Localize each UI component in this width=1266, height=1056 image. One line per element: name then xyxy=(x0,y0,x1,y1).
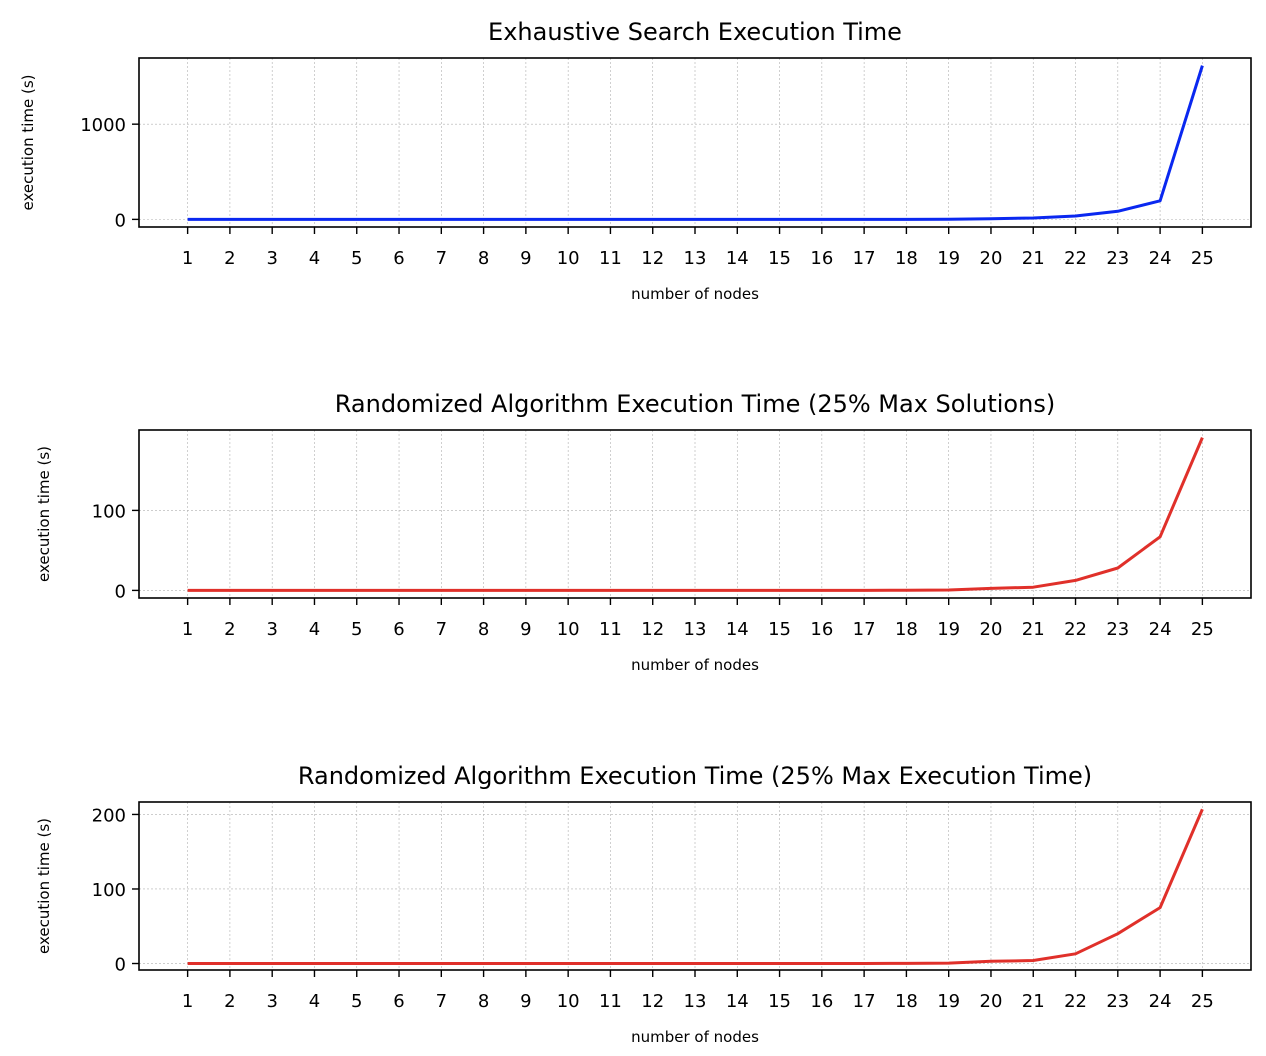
x-tick-label: 17 xyxy=(853,991,876,1012)
x-tick-label: 23 xyxy=(1106,619,1129,640)
y-tick-label: 0 xyxy=(115,581,126,602)
y-tick-label: 0 xyxy=(115,210,126,231)
x-tick-label: 20 xyxy=(980,248,1003,269)
x-tick-label: 21 xyxy=(1022,991,1045,1012)
x-tick-label: 19 xyxy=(937,991,960,1012)
x-tick-label: 20 xyxy=(980,991,1003,1012)
x-tick-label: 12 xyxy=(641,248,664,269)
x-tick-label: 24 xyxy=(1149,991,1172,1012)
x-axis-label: number of nodes xyxy=(631,1028,759,1046)
x-tick-label: 7 xyxy=(436,248,447,269)
y-axis-label: execution time (s) xyxy=(19,74,37,210)
chart-title: Exhaustive Search Execution Time xyxy=(488,18,902,46)
x-tick-label: 2 xyxy=(224,991,235,1012)
x-tick-label: 6 xyxy=(393,248,404,269)
x-tick-label: 8 xyxy=(478,248,489,269)
x-tick-label: 19 xyxy=(937,619,960,640)
x-tick-label: 21 xyxy=(1022,619,1045,640)
x-tick-label: 11 xyxy=(599,991,622,1012)
x-tick-label: 14 xyxy=(726,991,749,1012)
x-tick-label: 14 xyxy=(726,248,749,269)
x-tick-label: 2 xyxy=(224,248,235,269)
x-tick-label: 9 xyxy=(520,619,531,640)
x-tick-label: 21 xyxy=(1022,248,1045,269)
x-tick-label: 13 xyxy=(684,619,707,640)
x-tick-label: 3 xyxy=(266,248,277,269)
subplot-exhaustive-search: 1 2 3 4 5 6 7 8 9 10 11 12 13 14 15 16 17 18 19 20 21 22 23 24 2… xyxy=(19,18,1252,303)
x-tick-label: 22 xyxy=(1064,991,1087,1012)
x-tick-label: 10 xyxy=(557,619,580,640)
x-tick-label: 18 xyxy=(895,991,918,1012)
y-axis-label: execution time (s) xyxy=(35,446,53,582)
x-tick-label: 9 xyxy=(520,248,531,269)
x-tick-label: 5 xyxy=(351,991,362,1012)
x-tick-label: 5 xyxy=(351,619,362,640)
y-tick-label: 200 xyxy=(92,805,126,826)
x-tick-label: 7 xyxy=(436,619,447,640)
subplot-randomized-max-execution-time: 1 2 3 4 5 6 7 8 9 10 11 12 13 14 15 16 17 18 19 20 21 22 23 24 2… xyxy=(35,762,1252,1046)
x-tick-label: 16 xyxy=(810,619,833,640)
x-tick-label: 13 xyxy=(684,991,707,1012)
x-tick-label: 15 xyxy=(768,991,791,1012)
y-tick-label: 100 xyxy=(92,501,126,522)
chart-title: Randomized Algorithm Execution Time (25%… xyxy=(335,390,1055,418)
x-tick-label: 9 xyxy=(520,991,531,1012)
x-tick-label: 11 xyxy=(599,248,622,269)
x-tick-label: 8 xyxy=(478,991,489,1012)
x-tick-label: 16 xyxy=(810,248,833,269)
x-tick-label: 11 xyxy=(599,619,622,640)
x-tick-label: 15 xyxy=(768,619,791,640)
x-tick-label: 24 xyxy=(1149,248,1172,269)
x-tick-label: 22 xyxy=(1064,619,1087,640)
x-tick-label: 8 xyxy=(478,619,489,640)
y-axis-label: execution time (s) xyxy=(35,818,53,954)
x-tick-label: 17 xyxy=(853,619,876,640)
y-tick-label: 0 xyxy=(115,955,126,976)
x-tick-label: 24 xyxy=(1149,619,1172,640)
chart-title: Randomized Algorithm Execution Time (25%… xyxy=(298,762,1092,790)
x-tick-label: 15 xyxy=(768,248,791,269)
x-tick-label: 23 xyxy=(1106,248,1129,269)
x-tick-label: 14 xyxy=(726,619,749,640)
x-axis-label: number of nodes xyxy=(631,656,759,674)
x-tick-label: 6 xyxy=(393,991,404,1012)
x-tick-label: 25 xyxy=(1191,619,1214,640)
x-tick-label: 23 xyxy=(1106,991,1129,1012)
x-tick-label: 10 xyxy=(557,991,580,1012)
x-tick-label: 22 xyxy=(1064,248,1087,269)
x-tick-label: 13 xyxy=(684,248,707,269)
x-tick-label: 5 xyxy=(351,248,362,269)
x-tick-label: 4 xyxy=(309,248,320,269)
x-tick-label: 12 xyxy=(641,619,664,640)
subplot-randomized-max-solutions: 1 2 3 4 5 6 7 8 9 10 11 12 13 14 15 16 17 18 19 20 21 22 23 24 2… xyxy=(35,390,1252,674)
x-axis-label: number of nodes xyxy=(631,285,759,303)
x-tick-label: 6 xyxy=(393,619,404,640)
x-tick-label: 12 xyxy=(641,991,664,1012)
x-tick-label: 2 xyxy=(224,619,235,640)
y-tick-label: 100 xyxy=(92,880,126,901)
x-tick-label: 3 xyxy=(266,991,277,1012)
x-tick-label: 4 xyxy=(309,619,320,640)
x-tick-label: 1 xyxy=(182,619,193,640)
x-tick-label: 18 xyxy=(895,619,918,640)
x-tick-label: 7 xyxy=(436,991,447,1012)
x-tick-label: 18 xyxy=(895,248,918,269)
x-tick-label: 16 xyxy=(810,991,833,1012)
y-tick-label: 1000 xyxy=(80,115,126,136)
x-tick-label: 4 xyxy=(309,991,320,1012)
x-tick-label: 3 xyxy=(266,619,277,640)
x-tick-label: 25 xyxy=(1191,248,1214,269)
x-tick-label: 10 xyxy=(557,248,580,269)
x-tick-label: 19 xyxy=(937,248,960,269)
x-tick-label: 1 xyxy=(182,991,193,1012)
x-tick-label: 17 xyxy=(853,248,876,269)
x-tick-label: 1 xyxy=(182,248,193,269)
x-tick-label: 20 xyxy=(980,619,1003,640)
x-tick-label: 25 xyxy=(1191,991,1214,1012)
